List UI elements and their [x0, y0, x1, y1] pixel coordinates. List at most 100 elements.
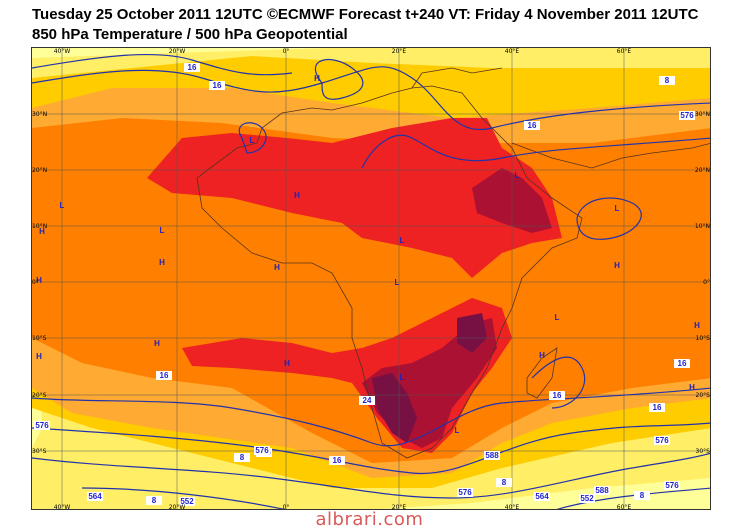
contour-label-bg [146, 496, 162, 505]
contour-label: 576 [665, 481, 679, 490]
top-lon-label: 0° [283, 48, 290, 55]
watermark: albrari.com [315, 509, 424, 530]
contour-label: 552 [580, 494, 594, 503]
left-lat-label: 0° [32, 279, 39, 286]
contour-label: 16 [213, 81, 222, 90]
contour-label: 8 [502, 478, 507, 487]
contour-label-bg [579, 494, 595, 503]
pressure-center-high: H [36, 352, 42, 361]
contour-label: 576 [680, 111, 694, 120]
contour-label: 16 [188, 63, 197, 72]
coastlines [196, 67, 710, 459]
contour-label-bg [679, 111, 695, 120]
pressure-center-low: L [515, 171, 520, 180]
pressure-center-low: L [395, 278, 400, 287]
pressure-center-low: L [455, 426, 460, 435]
right-lat-label: 10°N [695, 223, 710, 230]
pressure-center-low: L [400, 373, 405, 382]
contour-label-bg [484, 451, 500, 460]
pressure-center-high: H [294, 191, 300, 200]
top-lon-label: 60°E [617, 48, 632, 55]
contour-label: 24 [363, 396, 372, 405]
top-lon-label: 40°W [54, 48, 71, 55]
weather-map: H L H L L H H H L H L L H L H H H L L H H L H 16 16 8 16 576 16 16 16 2… [31, 47, 711, 510]
contour-label: 564 [535, 492, 549, 501]
pressure-center-low: L [250, 136, 255, 145]
contour-label: 576 [458, 488, 472, 497]
contour-label-bg [209, 81, 225, 90]
pressure-center-high: H [689, 383, 695, 392]
left-lat-label: 20°S [32, 392, 47, 399]
contour-label-bg [184, 63, 200, 72]
contour-label: 16 [333, 456, 342, 465]
contour-label-bg [594, 486, 610, 495]
graticule [32, 48, 710, 509]
contour-label: 16 [678, 359, 687, 368]
contour-label: 552 [180, 497, 194, 506]
pressure-center-high: H [614, 261, 620, 270]
contour-label-bg [329, 456, 345, 465]
contour-label: 8 [240, 453, 245, 462]
right-lat-label: 20°S [696, 392, 711, 399]
pressure-center-low: L [615, 204, 620, 213]
chart-title: Tuesday 25 October 2011 12UTC ©ECMWF For… [32, 6, 699, 23]
pressure-center-high: H [36, 276, 42, 285]
contour-label-bg [87, 492, 103, 501]
contour-label-bg [549, 391, 565, 400]
bottom-lon-label: 0° [283, 504, 290, 510]
contour-label: 588 [485, 451, 499, 460]
contour-label-bg [659, 76, 675, 85]
contour-label-bg [524, 121, 540, 130]
contour-label-bg [634, 491, 650, 500]
left-lat-label: 10°S [32, 335, 47, 342]
pressure-center-high: H [154, 339, 160, 348]
contour-label-bg [654, 436, 670, 445]
contour-label-bg [156, 371, 172, 380]
contour-label-bg [674, 359, 690, 368]
contour-label-bg [496, 478, 512, 487]
contour-label-bg [359, 396, 375, 405]
right-lat-label: 0° [703, 279, 710, 286]
right-lat-label: 30°N [695, 111, 710, 118]
right-lat-label: 20°N [695, 167, 710, 174]
bottom-lon-label: 60°E [617, 504, 632, 510]
bottom-lon-label: 40°W [54, 504, 71, 510]
top-lon-label: 40°E [505, 48, 520, 55]
pressure-center-high: H [314, 74, 320, 83]
contour-label: 16 [553, 391, 562, 400]
contour-label: 16 [160, 371, 169, 380]
temp-band-red-sahara [147, 118, 562, 278]
pressure-center-high: H [159, 258, 165, 267]
top-lon-label: 20°E [392, 48, 407, 55]
left-lat-label: 30°S [32, 448, 47, 455]
pressure-center-high: H [39, 227, 45, 236]
contour-label: 16 [653, 403, 662, 412]
left-lat-label: 30°N [32, 111, 47, 118]
contour-label: 8 [640, 491, 645, 500]
pressure-center-low: L [555, 313, 560, 322]
contour-label-bg [234, 453, 250, 462]
contour-label: 8 [665, 76, 670, 85]
bottom-lon-label: 20°W [169, 504, 186, 510]
contour-label: 8 [152, 496, 157, 505]
left-lat-label: 10°N [32, 223, 47, 230]
map-canvas: H L H L L H H H L H L L H L H H H L L H H L H 16 16 8 16 576 16 16 16 2… [32, 48, 711, 510]
right-lat-label: 10°S [696, 335, 711, 342]
contour-label: 576 [255, 446, 269, 455]
pressure-center-high: H [284, 359, 290, 368]
contour-label-bg [34, 421, 50, 430]
pressure-center-low: L [60, 201, 65, 210]
pressure-center-high: H [274, 263, 280, 272]
contour-label: 576 [655, 436, 669, 445]
chart-subtitle: 850 hPa Temperature / 500 hPa Geopotenti… [32, 26, 348, 43]
contour-label-bg [649, 403, 665, 412]
bottom-lon-label: 40°E [505, 504, 520, 510]
bottom-lon-label: 20°E [392, 504, 407, 510]
contour-label: 588 [595, 486, 609, 495]
pressure-center-low: L [160, 226, 165, 235]
temp-band-maroon-1 [372, 373, 417, 443]
pressure-center-high: H [539, 351, 545, 360]
right-lat-label: 30°S [696, 448, 711, 455]
contour-label: 564 [88, 492, 102, 501]
contour-label-bg [254, 446, 270, 455]
